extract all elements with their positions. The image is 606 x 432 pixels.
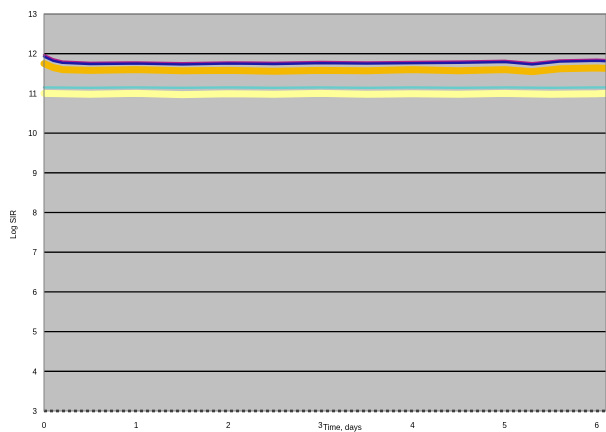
y-tick-label: 3 xyxy=(33,407,38,416)
y-tick-label: 5 xyxy=(33,328,38,337)
series-line xyxy=(42,55,606,66)
series-line xyxy=(40,60,606,76)
y-tick-label: 8 xyxy=(33,209,38,218)
plot-frame xyxy=(43,13,606,412)
y-axis-ticks: 3 4 5 6 7 8 9 10 11 12 13 xyxy=(28,10,37,416)
y-tick-label: 9 xyxy=(33,169,38,178)
x-tick-label: 2 xyxy=(226,421,231,430)
y-axis-title: Log SIR xyxy=(9,210,18,239)
y-tick-label: 6 xyxy=(33,288,38,297)
x-tick-label: 3 xyxy=(318,421,323,430)
y-tick-label: 11 xyxy=(29,89,38,98)
x-tick-label: 4 xyxy=(410,421,415,430)
y-tick-label: 12 xyxy=(28,50,37,59)
series-line xyxy=(40,89,606,99)
x-tick-label: 5 xyxy=(502,421,507,430)
y-tick-label: 10 xyxy=(28,129,37,138)
x-tick-label: 1 xyxy=(134,421,139,430)
y-tick-label: 13 xyxy=(28,10,37,19)
x-axis-ticks: 0 1 2 3 4 5 6 xyxy=(42,421,600,430)
y-tick-label: 4 xyxy=(33,367,38,376)
x-tick-label: 6 xyxy=(595,421,600,430)
y-tick-label: 7 xyxy=(33,248,38,257)
x-tick-label: 0 xyxy=(42,421,47,430)
x-axis-title: Time, days xyxy=(323,423,362,432)
